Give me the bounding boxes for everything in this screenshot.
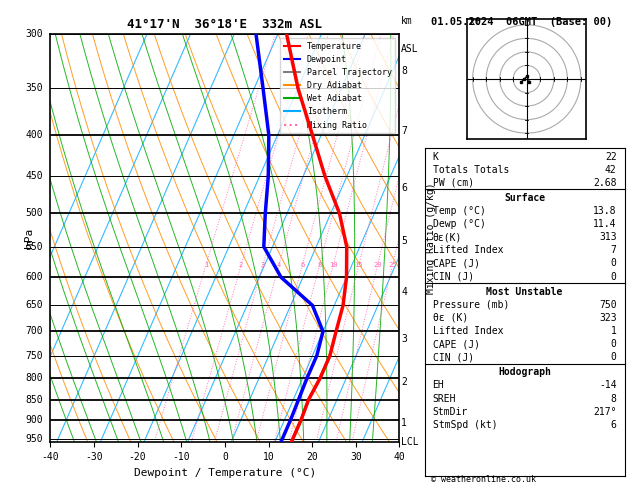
Text: StmSpd (kt): StmSpd (kt)	[433, 420, 497, 430]
Text: 600: 600	[26, 272, 43, 282]
Text: 10: 10	[329, 262, 337, 268]
Text: -14: -14	[599, 381, 616, 390]
Text: 4: 4	[401, 287, 407, 296]
Text: 550: 550	[26, 242, 43, 252]
Text: SREH: SREH	[433, 394, 456, 403]
Text: 20: 20	[373, 262, 382, 268]
Text: 500: 500	[26, 208, 43, 218]
Text: 2: 2	[401, 377, 407, 387]
Text: km: km	[401, 16, 413, 26]
Text: 850: 850	[26, 395, 43, 404]
Text: 6: 6	[300, 262, 304, 268]
Text: Temp (°C): Temp (°C)	[433, 206, 486, 216]
Text: 22: 22	[605, 152, 616, 161]
Text: 900: 900	[26, 415, 43, 425]
Text: 2: 2	[239, 262, 243, 268]
Text: 750: 750	[599, 300, 616, 310]
Text: StmDir: StmDir	[433, 407, 468, 417]
Text: 950: 950	[26, 434, 43, 444]
Text: 450: 450	[26, 172, 43, 181]
Text: Totals Totals: Totals Totals	[433, 165, 509, 174]
Text: 300: 300	[26, 29, 43, 39]
Legend: Temperature, Dewpoint, Parcel Trajectory, Dry Adiabat, Wet Adiabat, Isotherm, Mi: Temperature, Dewpoint, Parcel Trajectory…	[281, 38, 395, 133]
Text: CAPE (J): CAPE (J)	[433, 259, 479, 268]
Text: CAPE (J): CAPE (J)	[433, 339, 479, 349]
Text: 1: 1	[611, 326, 616, 336]
Text: 0: 0	[611, 339, 616, 349]
Text: PW (cm): PW (cm)	[433, 178, 474, 188]
Text: 6: 6	[401, 183, 407, 193]
Text: 1: 1	[204, 262, 208, 268]
Text: 42: 42	[605, 165, 616, 174]
Text: 0: 0	[611, 259, 616, 268]
Text: 8: 8	[317, 262, 321, 268]
Text: Hodograph: Hodograph	[498, 367, 551, 377]
Title: 41°17'N  36°18'E  332m ASL: 41°17'N 36°18'E 332m ASL	[127, 18, 323, 32]
Text: Most Unstable: Most Unstable	[486, 287, 563, 296]
Text: 350: 350	[26, 83, 43, 93]
Text: 217°: 217°	[593, 407, 616, 417]
Text: Pressure (mb): Pressure (mb)	[433, 300, 509, 310]
Text: 3: 3	[401, 334, 407, 344]
Text: LCL: LCL	[401, 437, 419, 447]
Text: 7: 7	[611, 245, 616, 255]
Text: Mixing Ratio (g/kg): Mixing Ratio (g/kg)	[426, 182, 436, 294]
Text: 8: 8	[401, 66, 407, 76]
Text: 0: 0	[611, 352, 616, 362]
Text: 6: 6	[611, 420, 616, 430]
Text: Lifted Index: Lifted Index	[433, 326, 503, 336]
Text: 750: 750	[26, 350, 43, 361]
Text: 313: 313	[599, 232, 616, 242]
X-axis label: Dewpoint / Temperature (°C): Dewpoint / Temperature (°C)	[134, 468, 316, 478]
Text: ASL: ASL	[401, 44, 419, 54]
Text: θε(K): θε(K)	[433, 232, 462, 242]
Text: θε (K): θε (K)	[433, 313, 468, 323]
Text: 01.05.2024  06GMT  (Base: 00): 01.05.2024 06GMT (Base: 00)	[431, 17, 612, 27]
Text: 700: 700	[26, 327, 43, 336]
Text: K: K	[433, 152, 438, 161]
Text: 4: 4	[277, 262, 281, 268]
Text: Dewp (°C): Dewp (°C)	[433, 219, 486, 229]
Text: 800: 800	[26, 373, 43, 383]
Text: 1: 1	[401, 417, 407, 428]
Text: 11.4: 11.4	[593, 219, 616, 229]
Text: CIN (J): CIN (J)	[433, 272, 474, 281]
Text: 400: 400	[26, 130, 43, 140]
Text: Surface: Surface	[504, 193, 545, 203]
Text: 15: 15	[355, 262, 363, 268]
Text: 25: 25	[388, 262, 397, 268]
Text: 13.8: 13.8	[593, 206, 616, 216]
Text: EH: EH	[433, 381, 444, 390]
Text: 8: 8	[611, 394, 616, 403]
Text: © weatheronline.co.uk: © weatheronline.co.uk	[431, 474, 536, 484]
Text: 2.68: 2.68	[593, 178, 616, 188]
Text: hPa: hPa	[25, 228, 35, 248]
Text: 323: 323	[599, 313, 616, 323]
Text: 0: 0	[611, 272, 616, 281]
Text: 3: 3	[260, 262, 265, 268]
Text: Lifted Index: Lifted Index	[433, 245, 503, 255]
Text: CIN (J): CIN (J)	[433, 352, 474, 362]
Text: 7: 7	[401, 126, 407, 137]
Text: kt: kt	[470, 18, 480, 27]
Text: 650: 650	[26, 300, 43, 311]
Text: 5: 5	[401, 236, 407, 246]
